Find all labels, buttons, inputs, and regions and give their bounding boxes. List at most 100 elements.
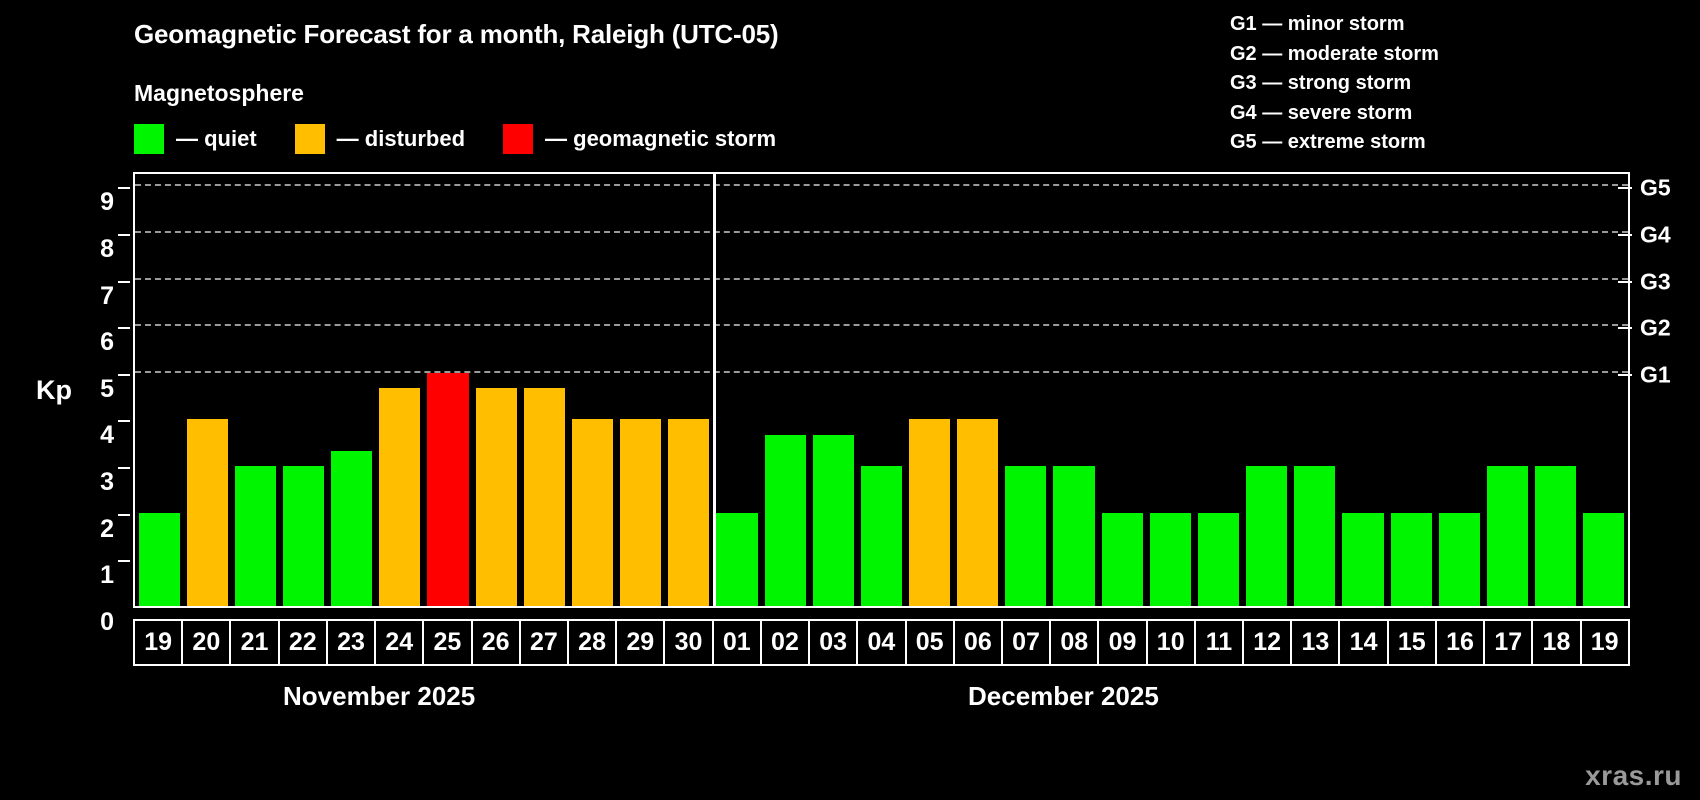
date-cell-15[interactable]: 15 bbox=[1386, 619, 1437, 666]
date-cell-03[interactable]: 03 bbox=[808, 619, 859, 666]
legend-item-disturbed: — disturbed bbox=[294, 124, 503, 154]
bar-22-quiet[interactable] bbox=[282, 466, 325, 606]
bar-07-quiet[interactable] bbox=[1005, 466, 1047, 606]
bar-15-quiet[interactable] bbox=[1390, 512, 1432, 606]
bar-12-quiet[interactable] bbox=[1246, 466, 1288, 606]
bar-cell[interactable] bbox=[376, 174, 424, 606]
date-cell-09[interactable]: 09 bbox=[1097, 619, 1148, 666]
bar-cell[interactable] bbox=[328, 174, 376, 606]
bar-cell[interactable] bbox=[1194, 174, 1242, 606]
bar-cell[interactable] bbox=[1243, 174, 1291, 606]
bar-17-quiet[interactable] bbox=[1486, 466, 1529, 606]
date-cell-23[interactable]: 23 bbox=[325, 619, 377, 666]
bar-cell[interactable] bbox=[1002, 174, 1050, 606]
date-cell-19[interactable]: 19 bbox=[133, 619, 184, 666]
date-cell-27[interactable]: 27 bbox=[518, 619, 569, 666]
bar-cell[interactable] bbox=[809, 174, 857, 606]
bar-01-quiet[interactable] bbox=[716, 512, 758, 606]
bar-cell[interactable] bbox=[1098, 174, 1146, 606]
g-tick-mark-G1 bbox=[1618, 373, 1632, 376]
date-cell-24[interactable]: 24 bbox=[374, 619, 425, 666]
bar-14-quiet[interactable] bbox=[1342, 512, 1384, 606]
bar-04-quiet[interactable] bbox=[860, 466, 902, 606]
bar-08-quiet[interactable] bbox=[1053, 466, 1095, 606]
bar-cell[interactable] bbox=[279, 174, 327, 606]
bar-cell[interactable] bbox=[183, 174, 231, 606]
bar-10-quiet[interactable] bbox=[1149, 512, 1191, 606]
date-cell-30[interactable]: 30 bbox=[663, 619, 714, 666]
bar-28-disturbed[interactable] bbox=[571, 419, 614, 606]
bar-cell[interactable] bbox=[1146, 174, 1194, 606]
bar-16-quiet[interactable] bbox=[1438, 512, 1480, 606]
bar-cell[interactable] bbox=[1580, 174, 1628, 606]
y-tick-mark-8 bbox=[118, 233, 130, 236]
bar-11-quiet[interactable] bbox=[1197, 512, 1240, 606]
bar-30-disturbed[interactable] bbox=[668, 419, 710, 606]
date-cell-26[interactable]: 26 bbox=[470, 619, 521, 666]
bar-cell[interactable] bbox=[1483, 174, 1531, 606]
date-cell-29[interactable]: 29 bbox=[615, 619, 666, 666]
date-cell-13[interactable]: 13 bbox=[1290, 619, 1341, 666]
bar-cell[interactable] bbox=[1291, 174, 1339, 606]
legend-label-disturbed: — disturbed bbox=[336, 126, 466, 151]
bar-cell[interactable] bbox=[520, 174, 568, 606]
bar-cell[interactable] bbox=[1050, 174, 1098, 606]
date-cell-12[interactable]: 12 bbox=[1242, 619, 1293, 666]
bar-cell[interactable] bbox=[761, 174, 809, 606]
bar-cell[interactable] bbox=[568, 174, 616, 606]
date-cell-07[interactable]: 07 bbox=[1000, 619, 1052, 666]
date-cell-22[interactable]: 22 bbox=[277, 619, 328, 666]
bar-09-quiet[interactable] bbox=[1101, 512, 1143, 606]
bar-26-disturbed[interactable] bbox=[475, 388, 517, 606]
bar-cell[interactable] bbox=[617, 174, 665, 606]
bar-29-disturbed[interactable] bbox=[620, 419, 662, 606]
date-cell-28[interactable]: 28 bbox=[566, 619, 618, 666]
bar-05-disturbed[interactable] bbox=[909, 419, 951, 606]
bar-27-disturbed[interactable] bbox=[523, 388, 565, 606]
bar-cell[interactable] bbox=[1532, 174, 1580, 606]
date-cell-06[interactable]: 06 bbox=[952, 619, 1003, 666]
bar-cell[interactable] bbox=[1339, 174, 1387, 606]
bar-21-quiet[interactable] bbox=[234, 466, 276, 606]
date-cell-11[interactable]: 11 bbox=[1193, 619, 1245, 666]
bar-20-disturbed[interactable] bbox=[186, 419, 228, 606]
date-cell-19[interactable]: 19 bbox=[1579, 619, 1630, 666]
bar-06-disturbed[interactable] bbox=[957, 419, 999, 606]
bar-23-quiet[interactable] bbox=[331, 450, 373, 606]
bar-24-disturbed[interactable] bbox=[379, 388, 421, 606]
bar-cell[interactable] bbox=[857, 174, 905, 606]
date-cell-17[interactable]: 17 bbox=[1483, 619, 1534, 666]
g-tick-mark-G5 bbox=[1618, 187, 1632, 190]
date-cell-08[interactable]: 08 bbox=[1049, 619, 1100, 666]
date-cell-02[interactable]: 02 bbox=[759, 619, 811, 666]
date-cell-20[interactable]: 20 bbox=[181, 619, 232, 666]
bar-13-quiet[interactable] bbox=[1294, 466, 1336, 606]
date-cell-14[interactable]: 14 bbox=[1338, 619, 1389, 666]
date-cell-10[interactable]: 10 bbox=[1145, 619, 1196, 666]
bar-cell[interactable] bbox=[424, 174, 472, 606]
bar-02-quiet[interactable] bbox=[764, 434, 806, 606]
date-cell-25[interactable]: 25 bbox=[422, 619, 473, 666]
bar-cell[interactable] bbox=[1387, 174, 1435, 606]
date-cell-01[interactable]: 01 bbox=[711, 619, 762, 666]
date-cell-21[interactable]: 21 bbox=[229, 619, 280, 666]
bar-cell[interactable] bbox=[713, 174, 761, 606]
bar-cell[interactable] bbox=[906, 174, 954, 606]
date-cell-18[interactable]: 18 bbox=[1531, 619, 1582, 666]
bar-19-quiet[interactable] bbox=[1583, 512, 1625, 606]
date-cell-05[interactable]: 05 bbox=[904, 619, 955, 666]
bar-cell[interactable] bbox=[954, 174, 1002, 606]
date-cell-04[interactable]: 04 bbox=[856, 619, 907, 666]
date-cell-16[interactable]: 16 bbox=[1434, 619, 1486, 666]
bar-cell[interactable] bbox=[665, 174, 713, 606]
bar-18-quiet[interactable] bbox=[1535, 466, 1577, 606]
bar-cell[interactable] bbox=[231, 174, 279, 606]
bar-03-quiet[interactable] bbox=[812, 434, 854, 606]
bar-cell[interactable] bbox=[472, 174, 520, 606]
bar-19-quiet[interactable] bbox=[138, 512, 180, 606]
bar-cell[interactable] bbox=[1435, 174, 1483, 606]
bar-25-storm[interactable] bbox=[427, 372, 469, 606]
y-tick-mark-3 bbox=[118, 467, 130, 470]
bar-cell[interactable] bbox=[135, 174, 183, 606]
